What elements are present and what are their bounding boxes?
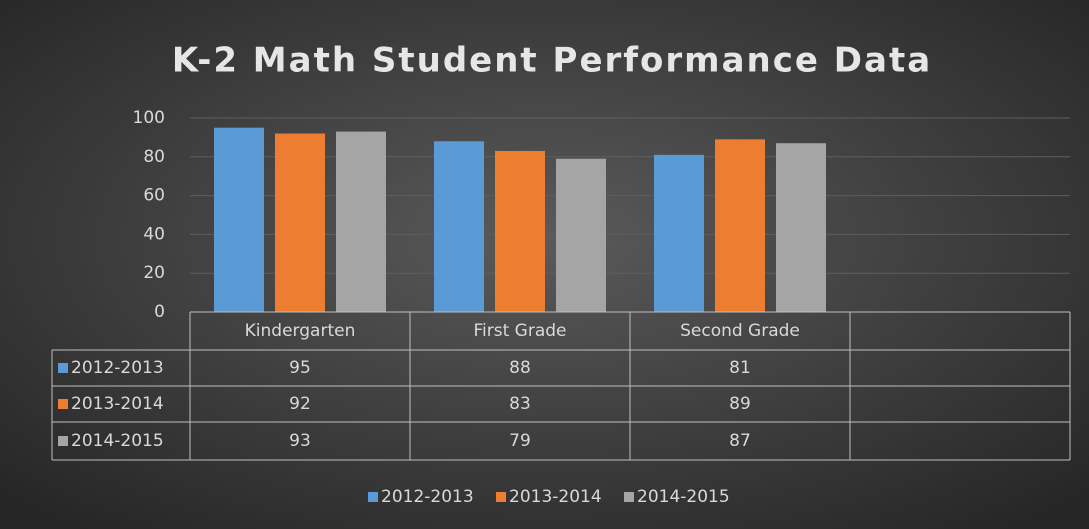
- table-legend-key: [58, 436, 68, 446]
- legend-label: 2014-2015: [637, 487, 730, 507]
- y-tick-label: 40: [143, 224, 165, 244]
- table-value: 93: [289, 431, 311, 451]
- x-tick-label: First Grade: [473, 321, 566, 341]
- legend-label: 2013-2014: [509, 487, 602, 507]
- y-tick-label: 100: [133, 108, 165, 128]
- bar: [495, 150, 545, 312]
- y-tick-label: 80: [143, 147, 165, 167]
- y-tick-label: 0: [154, 302, 165, 322]
- table-series-name: 2012-2013: [71, 358, 164, 378]
- table-legend-key: [58, 363, 68, 373]
- bar: [214, 127, 264, 312]
- legend-key: [496, 492, 506, 502]
- table-legend-key: [58, 399, 68, 409]
- bar: [776, 143, 826, 312]
- table-value: 95: [289, 358, 311, 378]
- legend-key: [624, 492, 634, 502]
- legend-label: 2012-2013: [381, 487, 474, 507]
- table-series-name: 2013-2014: [71, 394, 164, 414]
- table-value: 81: [729, 358, 751, 378]
- table-value: 92: [289, 394, 311, 414]
- bar: [715, 139, 765, 312]
- bar: [336, 131, 386, 312]
- y-tick-label: 20: [143, 263, 165, 283]
- table-value: 83: [509, 394, 531, 414]
- table-series-name: 2014-2015: [71, 431, 164, 451]
- bar: [434, 141, 484, 312]
- y-tick-label: 60: [143, 186, 165, 206]
- table-value: 79: [509, 431, 531, 451]
- x-tick-label: Kindergarten: [245, 321, 356, 341]
- table-value: 88: [509, 358, 531, 378]
- bar: [275, 133, 325, 312]
- bar: [556, 158, 606, 312]
- bar: [654, 154, 704, 312]
- legend-key: [368, 492, 378, 502]
- chart-title: K-2 Math Student Performance Data: [172, 41, 932, 81]
- table-value: 87: [729, 431, 751, 451]
- x-tick-label: Second Grade: [680, 321, 800, 341]
- table-value: 89: [729, 394, 751, 414]
